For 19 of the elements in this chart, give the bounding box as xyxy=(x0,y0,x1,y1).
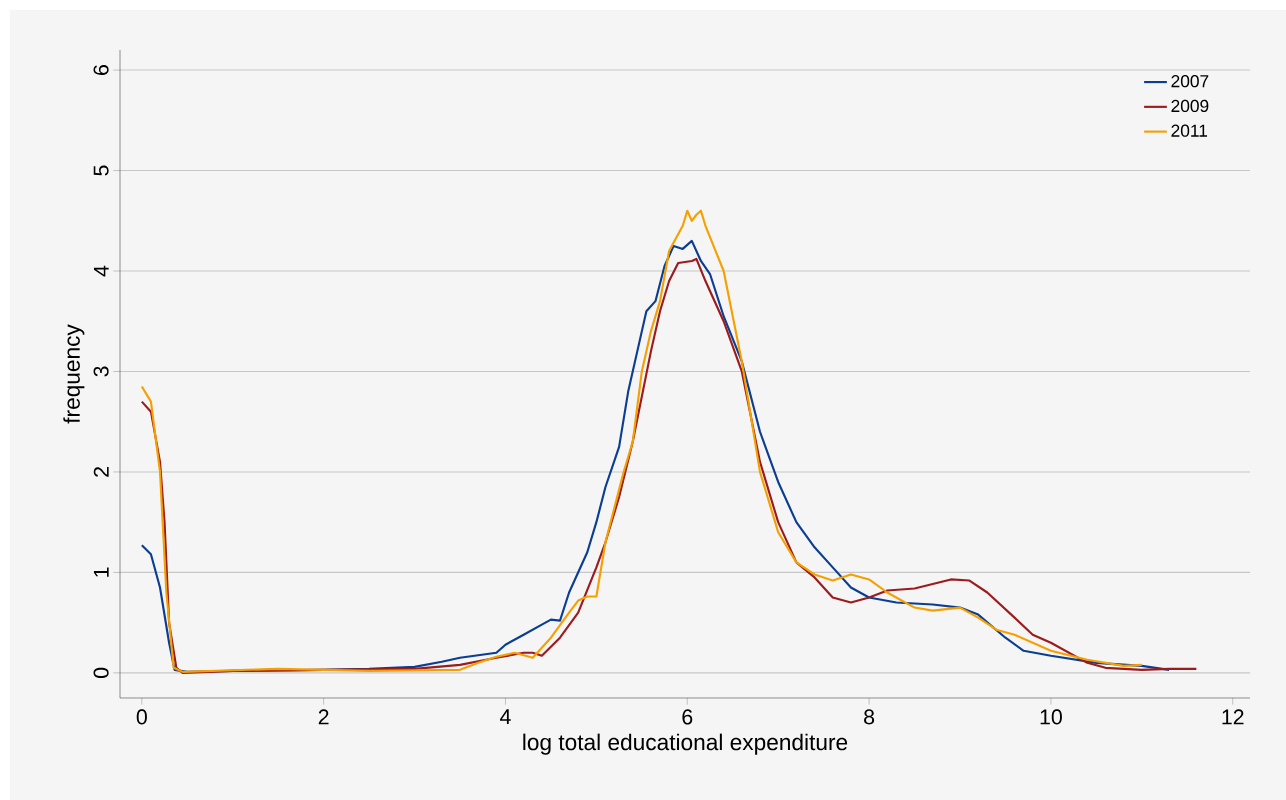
y-tick-label: 1 xyxy=(93,567,109,577)
x-axis-title: log total educational expenditure xyxy=(523,733,848,755)
y-tick-label: 4 xyxy=(93,265,109,277)
y-tick-label: 3 xyxy=(93,366,109,377)
x-tick-label: 2 xyxy=(318,709,329,725)
x-tick-label: 10 xyxy=(1040,709,1062,725)
x-tick-label: 4 xyxy=(500,709,511,725)
x-tick-label: 0 xyxy=(136,709,147,725)
y-tick-label: 6 xyxy=(93,65,109,75)
x-tick-label: 8 xyxy=(864,709,875,725)
y-tick-label: 2 xyxy=(93,467,109,477)
x-tick-label: 12 xyxy=(1222,709,1244,725)
x-tick-label: 6 xyxy=(682,709,693,725)
y-tick-label: 5 xyxy=(93,165,109,176)
y-tick-label: 0 xyxy=(93,667,109,678)
y-axis-title: frequency xyxy=(63,324,85,424)
legend-label: 2011 xyxy=(1171,124,1208,137)
legend-label: 2009 xyxy=(1171,99,1209,113)
legend-label: 2007 xyxy=(1171,75,1209,88)
